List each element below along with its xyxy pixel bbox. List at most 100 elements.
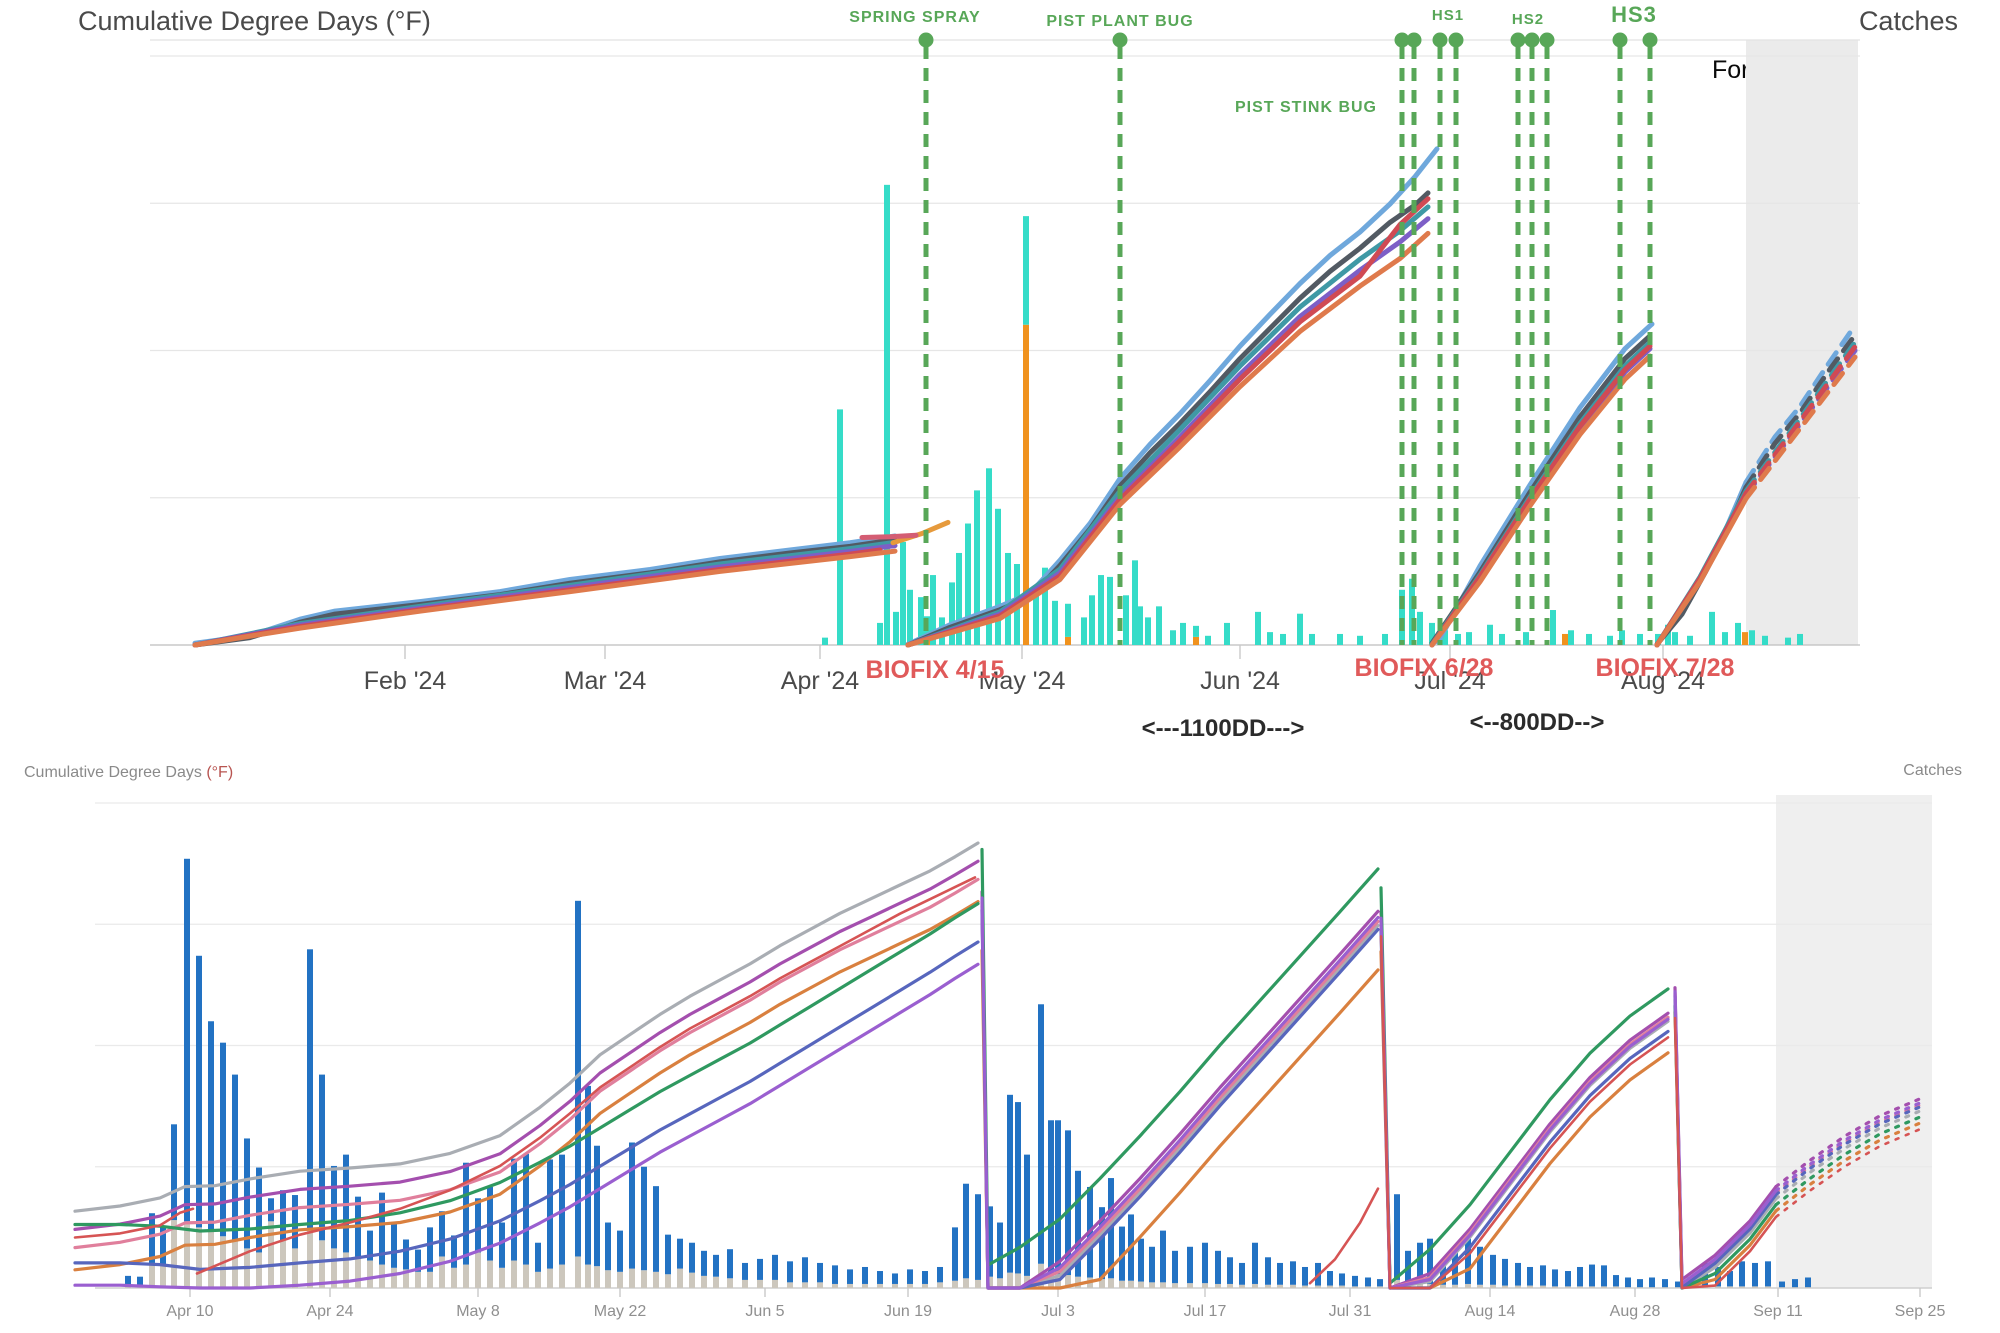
- blue-catch-bar: [1613, 1275, 1619, 1287]
- gray-catch-bar: [665, 1274, 671, 1288]
- x-axis-tick: Apr '24: [781, 667, 860, 695]
- blue-catch-bar: [907, 1269, 913, 1284]
- x-axis-tick: Jul '24: [1414, 667, 1486, 695]
- series-orange-red: [1743, 354, 1858, 501]
- blue-catch-bar: [149, 1213, 155, 1263]
- cyan-catch-bar: [1735, 622, 1741, 645]
- gray-catch-bar: [1490, 1284, 1496, 1288]
- cyan-catch-bar: [1170, 630, 1176, 645]
- gray-catch-bar: [772, 1279, 778, 1288]
- blue-catch-bar: [727, 1249, 733, 1279]
- cyan-catch-bar: [1065, 603, 1071, 637]
- cyan-catch-bar: [1132, 560, 1138, 645]
- gray-catch-bar: [1007, 1272, 1013, 1288]
- gray-catch-bar: [1739, 1286, 1745, 1288]
- gray-catch-bar: [403, 1269, 409, 1288]
- cyan-catch-bar: [1466, 632, 1472, 645]
- gray-catch-bar: [653, 1271, 659, 1288]
- gray-catch-bar: [1265, 1284, 1271, 1288]
- gray-catch-bar: [1015, 1273, 1021, 1288]
- series-orange-red: [905, 230, 1431, 648]
- bottom-right-axis-label: Catches: [1903, 762, 1962, 779]
- x-axis-tick: May 8: [456, 1303, 500, 1320]
- gray-catch-bar: [677, 1268, 683, 1288]
- cyan-catch-bar: [1523, 632, 1529, 645]
- gray-catch-bar: [343, 1252, 349, 1288]
- gray-catch-bar: [594, 1266, 600, 1288]
- biofix-label: BIOFIX 6/28: [1355, 654, 1494, 682]
- cyan-catch-bar: [900, 541, 906, 645]
- blue-catch-bar: [137, 1276, 143, 1285]
- blue-catch-bar: [1038, 1004, 1044, 1264]
- cyan-catch-bar: [1205, 635, 1211, 645]
- cyan-catch-bar: [1409, 578, 1415, 645]
- gray-catch-bar: [907, 1283, 913, 1288]
- x-axis-tick: Jun 19: [884, 1303, 932, 1320]
- gray-catch-bar: [511, 1260, 517, 1288]
- blue-catch-bar: [594, 1145, 600, 1267]
- blue-catch-bar: [1765, 1261, 1771, 1287]
- cyan-catch-bar: [1255, 611, 1261, 645]
- gray-catch-bar: [975, 1279, 981, 1288]
- catch-bars: [822, 184, 1803, 645]
- blue-catch-bar: [862, 1266, 868, 1284]
- blue-catch-bar: [937, 1266, 943, 1283]
- blue-catch-bar: [1075, 1170, 1081, 1277]
- blue-catch-bar: [1327, 1271, 1333, 1286]
- gray-catch-bar: [1649, 1287, 1655, 1288]
- blue-catch-bar: [1055, 1120, 1061, 1275]
- gray-catch-bar: [1327, 1285, 1333, 1288]
- gray-catch-bar: [319, 1240, 325, 1288]
- x-axis-labels: Apr 10 Apr 24 May 8 May 22 Jun 5 Jun 19 Jul 3 J…: [166, 1288, 1945, 1320]
- cyan-catch-bar: [907, 589, 913, 645]
- cyan-catch-bar: [1098, 575, 1104, 645]
- blue-catch-bar: [511, 1158, 517, 1261]
- series-red: [73, 1207, 195, 1239]
- cyan-catch-bar: [1749, 630, 1755, 645]
- blue-catch-bar: [997, 1222, 1003, 1279]
- blue-catch-bar: [877, 1271, 883, 1284]
- cyan-catch-bar: [1042, 567, 1048, 645]
- cyan-catch-bar: [1224, 622, 1230, 645]
- blue-catch-bar: [689, 1242, 695, 1273]
- cyan-catch-bar: [1607, 635, 1613, 645]
- series-violet: [73, 962, 980, 1290]
- x-axis-tick: Jul 31: [1329, 1303, 1372, 1320]
- gray-catch-bar: [307, 1228, 313, 1288]
- series-red: [1379, 935, 1670, 1290]
- gray-catch-bar: [1119, 1280, 1125, 1288]
- blue-catch-bar: [268, 1198, 274, 1222]
- x-axis-tick: Jun 5: [745, 1303, 784, 1320]
- gray-catch-bar: [937, 1282, 943, 1288]
- gray-catch-bar: [1715, 1286, 1721, 1288]
- event-dot: [1432, 32, 1448, 48]
- event-dot: [1448, 32, 1464, 48]
- gray-catch-bar: [1417, 1283, 1423, 1288]
- blue-catch-bar: [1352, 1275, 1358, 1287]
- series-indigo: [73, 940, 980, 1272]
- orange-catch-bar: [1023, 324, 1029, 645]
- blue-catch-bar: [208, 1021, 214, 1232]
- bottom-degree-day-chart[interactable]: Apr 10 Apr 24 May 8 May 22 Jun 5 Jun 19 Jul 3 J…: [0, 748, 2000, 1333]
- orange-catch-bar: [1065, 636, 1071, 645]
- blue-catch-bar: [1048, 1120, 1054, 1274]
- cyan-catch-bar: [1081, 617, 1087, 645]
- event-label: HS2: [1512, 11, 1544, 28]
- cyan-catch-bar: [986, 468, 992, 645]
- top-degree-day-chart[interactable]: Feb '24 Mar '24 Apr '24 May '24 Jun '24 Jul '…: [0, 0, 2000, 748]
- gray-catch-bar: [832, 1283, 838, 1288]
- blue-catch-bar: [1502, 1258, 1508, 1286]
- blue-catch-bar: [196, 955, 202, 1228]
- gray-catch-bar: [1452, 1284, 1458, 1288]
- bottom-chart-title-unit: (°F): [206, 764, 234, 781]
- gray-catch-bar: [1662, 1287, 1668, 1288]
- cyan-catch-bar: [1089, 595, 1095, 645]
- cyan-catch-bar: [974, 490, 980, 645]
- series-orange-red: [192, 548, 898, 648]
- gray-catch-bar: [535, 1271, 541, 1288]
- blue-catch-bar: [475, 1198, 481, 1253]
- bottom-chart-title-text: Cumulative Degree Days: [24, 764, 202, 781]
- blue-catch-bar: [1739, 1261, 1745, 1287]
- event-label: HS3: [1611, 2, 1657, 27]
- blue-catch-bar: [1339, 1273, 1345, 1286]
